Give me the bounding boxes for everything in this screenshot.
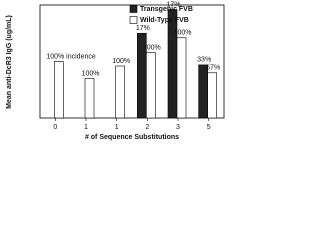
bar bbox=[146, 52, 156, 119]
x-tick-label: 1 bbox=[84, 124, 88, 131]
chart: Mean anti-DcR3 IgG (ug/mL) # of Sequence… bbox=[6, 1, 225, 141]
bar-annotation: 17% bbox=[166, 1, 180, 8]
bar-annotation: 33% bbox=[197, 57, 211, 64]
bar-annotation: 100% bbox=[112, 58, 130, 65]
y-axis-title: Mean anti-DcR3 IgG (ug/mL) bbox=[6, 15, 13, 109]
x-tick-label: 5 bbox=[207, 124, 211, 131]
bar bbox=[84, 78, 95, 119]
legend-label: Transgenic FVB bbox=[140, 6, 193, 13]
bar bbox=[115, 65, 125, 119]
plot-frame bbox=[39, 4, 225, 119]
bar-annotation: 100% bbox=[174, 30, 192, 37]
bar-annotation: 100% bbox=[82, 70, 100, 77]
legend-swatch bbox=[129, 5, 138, 13]
bar bbox=[176, 37, 187, 119]
bar-annotation: 17% bbox=[136, 25, 150, 32]
bar-annotation: 100% incidence bbox=[46, 53, 96, 60]
x-tick-label: 2 bbox=[145, 124, 149, 131]
bar bbox=[167, 9, 178, 119]
x-axis-title: # of Sequence Substitutions bbox=[85, 134, 179, 141]
legend-label: Wild-Type FVB bbox=[140, 17, 189, 24]
x-tick-label: 1 bbox=[115, 124, 119, 131]
bar-annotation: 67% bbox=[206, 65, 220, 72]
x-tick-label: 3 bbox=[176, 124, 180, 131]
legend-swatch bbox=[129, 16, 138, 24]
x-tick-label: 0 bbox=[53, 124, 57, 131]
bar-annotation: 100% bbox=[143, 44, 161, 51]
bar bbox=[198, 64, 208, 119]
bar bbox=[54, 61, 64, 119]
bar bbox=[207, 72, 217, 119]
